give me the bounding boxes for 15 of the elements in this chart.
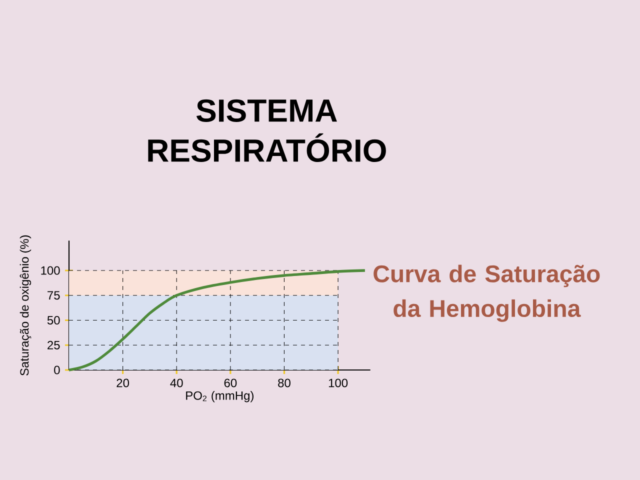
x-tick-label: 20 (116, 378, 130, 388)
line-series (68, 269, 366, 372)
x-tick-label: 40 (170, 378, 183, 388)
x-tick-label: 60 (224, 378, 237, 388)
x-tick-label: 80 (278, 378, 290, 388)
chart-title: SISTEMA RESPIRATÓRIO (148, 99, 386, 162)
y-tick-label: 0 (54, 366, 60, 374)
text: Curva de Saturação da Hemoglobina (374, 264, 600, 322)
x-tick-label: 100 (328, 378, 348, 388)
y-tick-label: 75 (48, 291, 60, 300)
y-tick-label: 100 (41, 266, 60, 275)
y-tick-label: 50 (47, 316, 60, 325)
y-tick-label: 25 (48, 340, 60, 350)
x-axis-title: PO$_{2}$ (mmHg) (186, 391, 254, 402)
y-axis-title: Saturação de oxigênio (%) (20, 235, 32, 376)
